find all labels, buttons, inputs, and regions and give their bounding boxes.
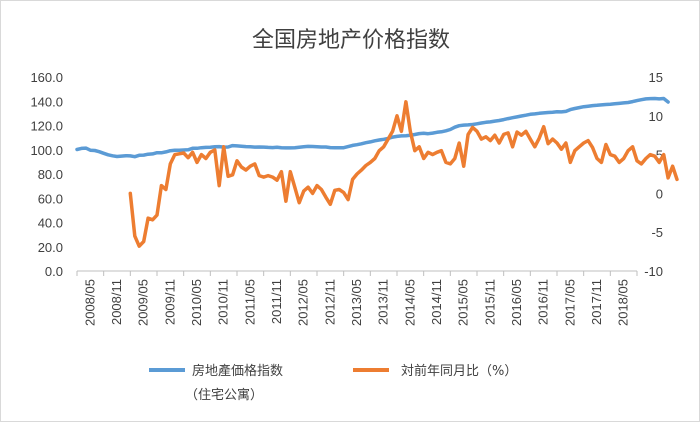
x-tick-label: 2012/05 — [296, 279, 311, 326]
x-tick-label: 2009/11 — [162, 279, 177, 325]
y-right-tick-label: -10 — [644, 264, 663, 279]
series-yoy-path — [128, 100, 679, 248]
x-tick-label: 2008/11 — [109, 279, 124, 325]
legend-label-index: 房地產価格指数 — [192, 363, 283, 379]
y-left-tick-label: 60.0 — [38, 191, 63, 206]
x-tick-label: 2015/05 — [456, 279, 471, 326]
legend: 房地產価格指数 （住宅公寓） 対前年同月比（%） — [149, 363, 517, 403]
x-tick-label: 2014/05 — [402, 279, 417, 326]
x-tick-label: 2014/11 — [429, 279, 444, 325]
x-tick-label: 2012/11 — [322, 279, 337, 325]
chart-title: 全国房地产价格指数 — [252, 28, 450, 53]
x-tick-label: 2011/05 — [242, 279, 257, 325]
x-tick-label: 2017/11 — [589, 279, 604, 325]
series-yoy-line — [128, 100, 679, 248]
x-tick-label: 2008/05 — [82, 279, 97, 326]
x-tick-label: 2013/05 — [349, 279, 364, 326]
x-tick-label: 2015/11 — [482, 279, 497, 325]
y-left-tick-label: 140.0 — [30, 94, 63, 109]
y-left-tick-label: 40.0 — [38, 216, 63, 231]
y-left-tick-label: 80.0 — [38, 167, 63, 182]
x-tick-label: 2017/05 — [562, 279, 577, 326]
y-left-tick-label: 120.0 — [30, 119, 63, 134]
series-index-line — [75, 96, 670, 159]
y-left-tick-label: 100.0 — [30, 143, 63, 158]
x-tick-label: 2010/05 — [189, 279, 204, 326]
x-tick-label: 2018/05 — [616, 279, 631, 326]
x-tick-label: 2009/05 — [136, 279, 151, 326]
x-tick-label: 2010/11 — [216, 279, 231, 325]
y-right-tick-label: -5 — [651, 225, 663, 240]
y-left-tick-label: 20.0 — [38, 240, 63, 255]
y-right-tick-label: 5 — [656, 148, 663, 163]
y-right-tick-label: 15 — [649, 70, 663, 85]
axes: 2008/05 2008/11 2009/05 2009/11 2010/05 2010/… — [30, 70, 663, 326]
x-tick-label: 2013/11 — [376, 279, 391, 325]
x-tick-label: 2016/11 — [536, 279, 551, 325]
y-right-tick-label: 0 — [656, 186, 663, 201]
y-right-tick-label: 10 — [649, 109, 663, 124]
legend-label-yoy: 対前年同月比（%） — [401, 363, 517, 379]
x-tick-label: 2016/05 — [509, 279, 524, 326]
x-tick-label: 2011/11 — [269, 279, 284, 324]
legend-label-index-sub: （住宅公寓） — [185, 387, 263, 403]
y-left-tick-label: 0.0 — [45, 264, 63, 279]
series-index-path — [75, 96, 670, 159]
y-left-tick-label: 160.0 — [30, 70, 63, 85]
